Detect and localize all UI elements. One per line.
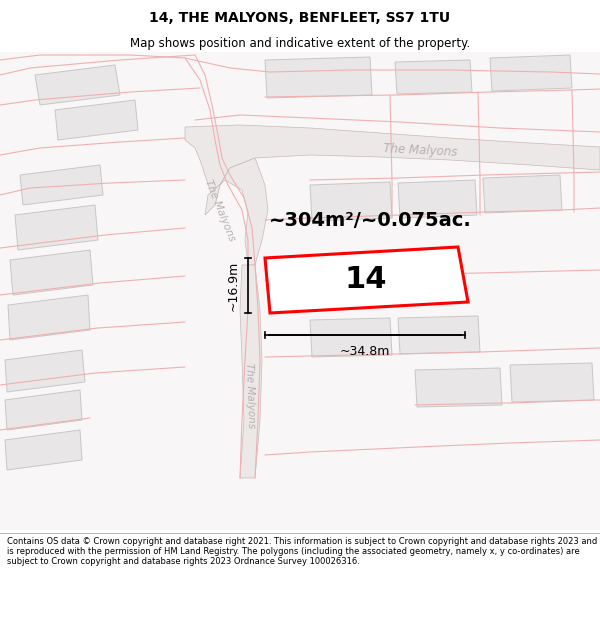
Text: ~304m²/~0.075ac.: ~304m²/~0.075ac. [269, 211, 472, 229]
Polygon shape [240, 265, 262, 478]
Polygon shape [310, 318, 392, 357]
Polygon shape [265, 57, 372, 98]
Polygon shape [398, 316, 480, 354]
Polygon shape [510, 363, 594, 402]
Polygon shape [310, 182, 392, 221]
Polygon shape [483, 175, 562, 213]
Polygon shape [185, 125, 600, 205]
Polygon shape [415, 368, 502, 407]
Text: Contains OS data © Crown copyright and database right 2021. This information is : Contains OS data © Crown copyright and d… [7, 537, 598, 566]
Polygon shape [10, 250, 93, 295]
Text: The Malyons: The Malyons [244, 362, 256, 428]
Polygon shape [5, 390, 82, 430]
Text: Map shows position and indicative extent of the property.: Map shows position and indicative extent… [130, 38, 470, 51]
Polygon shape [395, 60, 472, 94]
Text: The Malyons: The Malyons [383, 142, 457, 158]
Text: 14, THE MALYONS, BENFLEET, SS7 1TU: 14, THE MALYONS, BENFLEET, SS7 1TU [149, 11, 451, 26]
Text: ~34.8m: ~34.8m [340, 345, 390, 358]
Polygon shape [20, 165, 103, 205]
Polygon shape [35, 65, 120, 105]
Polygon shape [205, 158, 268, 265]
Polygon shape [398, 180, 477, 218]
Text: The Malyons: The Malyons [203, 178, 237, 242]
Text: ~16.9m: ~16.9m [227, 261, 240, 311]
Polygon shape [265, 247, 468, 313]
Polygon shape [5, 430, 82, 470]
Polygon shape [490, 55, 572, 91]
Text: 14: 14 [344, 266, 386, 294]
Polygon shape [5, 350, 85, 392]
Polygon shape [15, 205, 98, 250]
Polygon shape [8, 295, 90, 340]
Polygon shape [55, 100, 138, 140]
